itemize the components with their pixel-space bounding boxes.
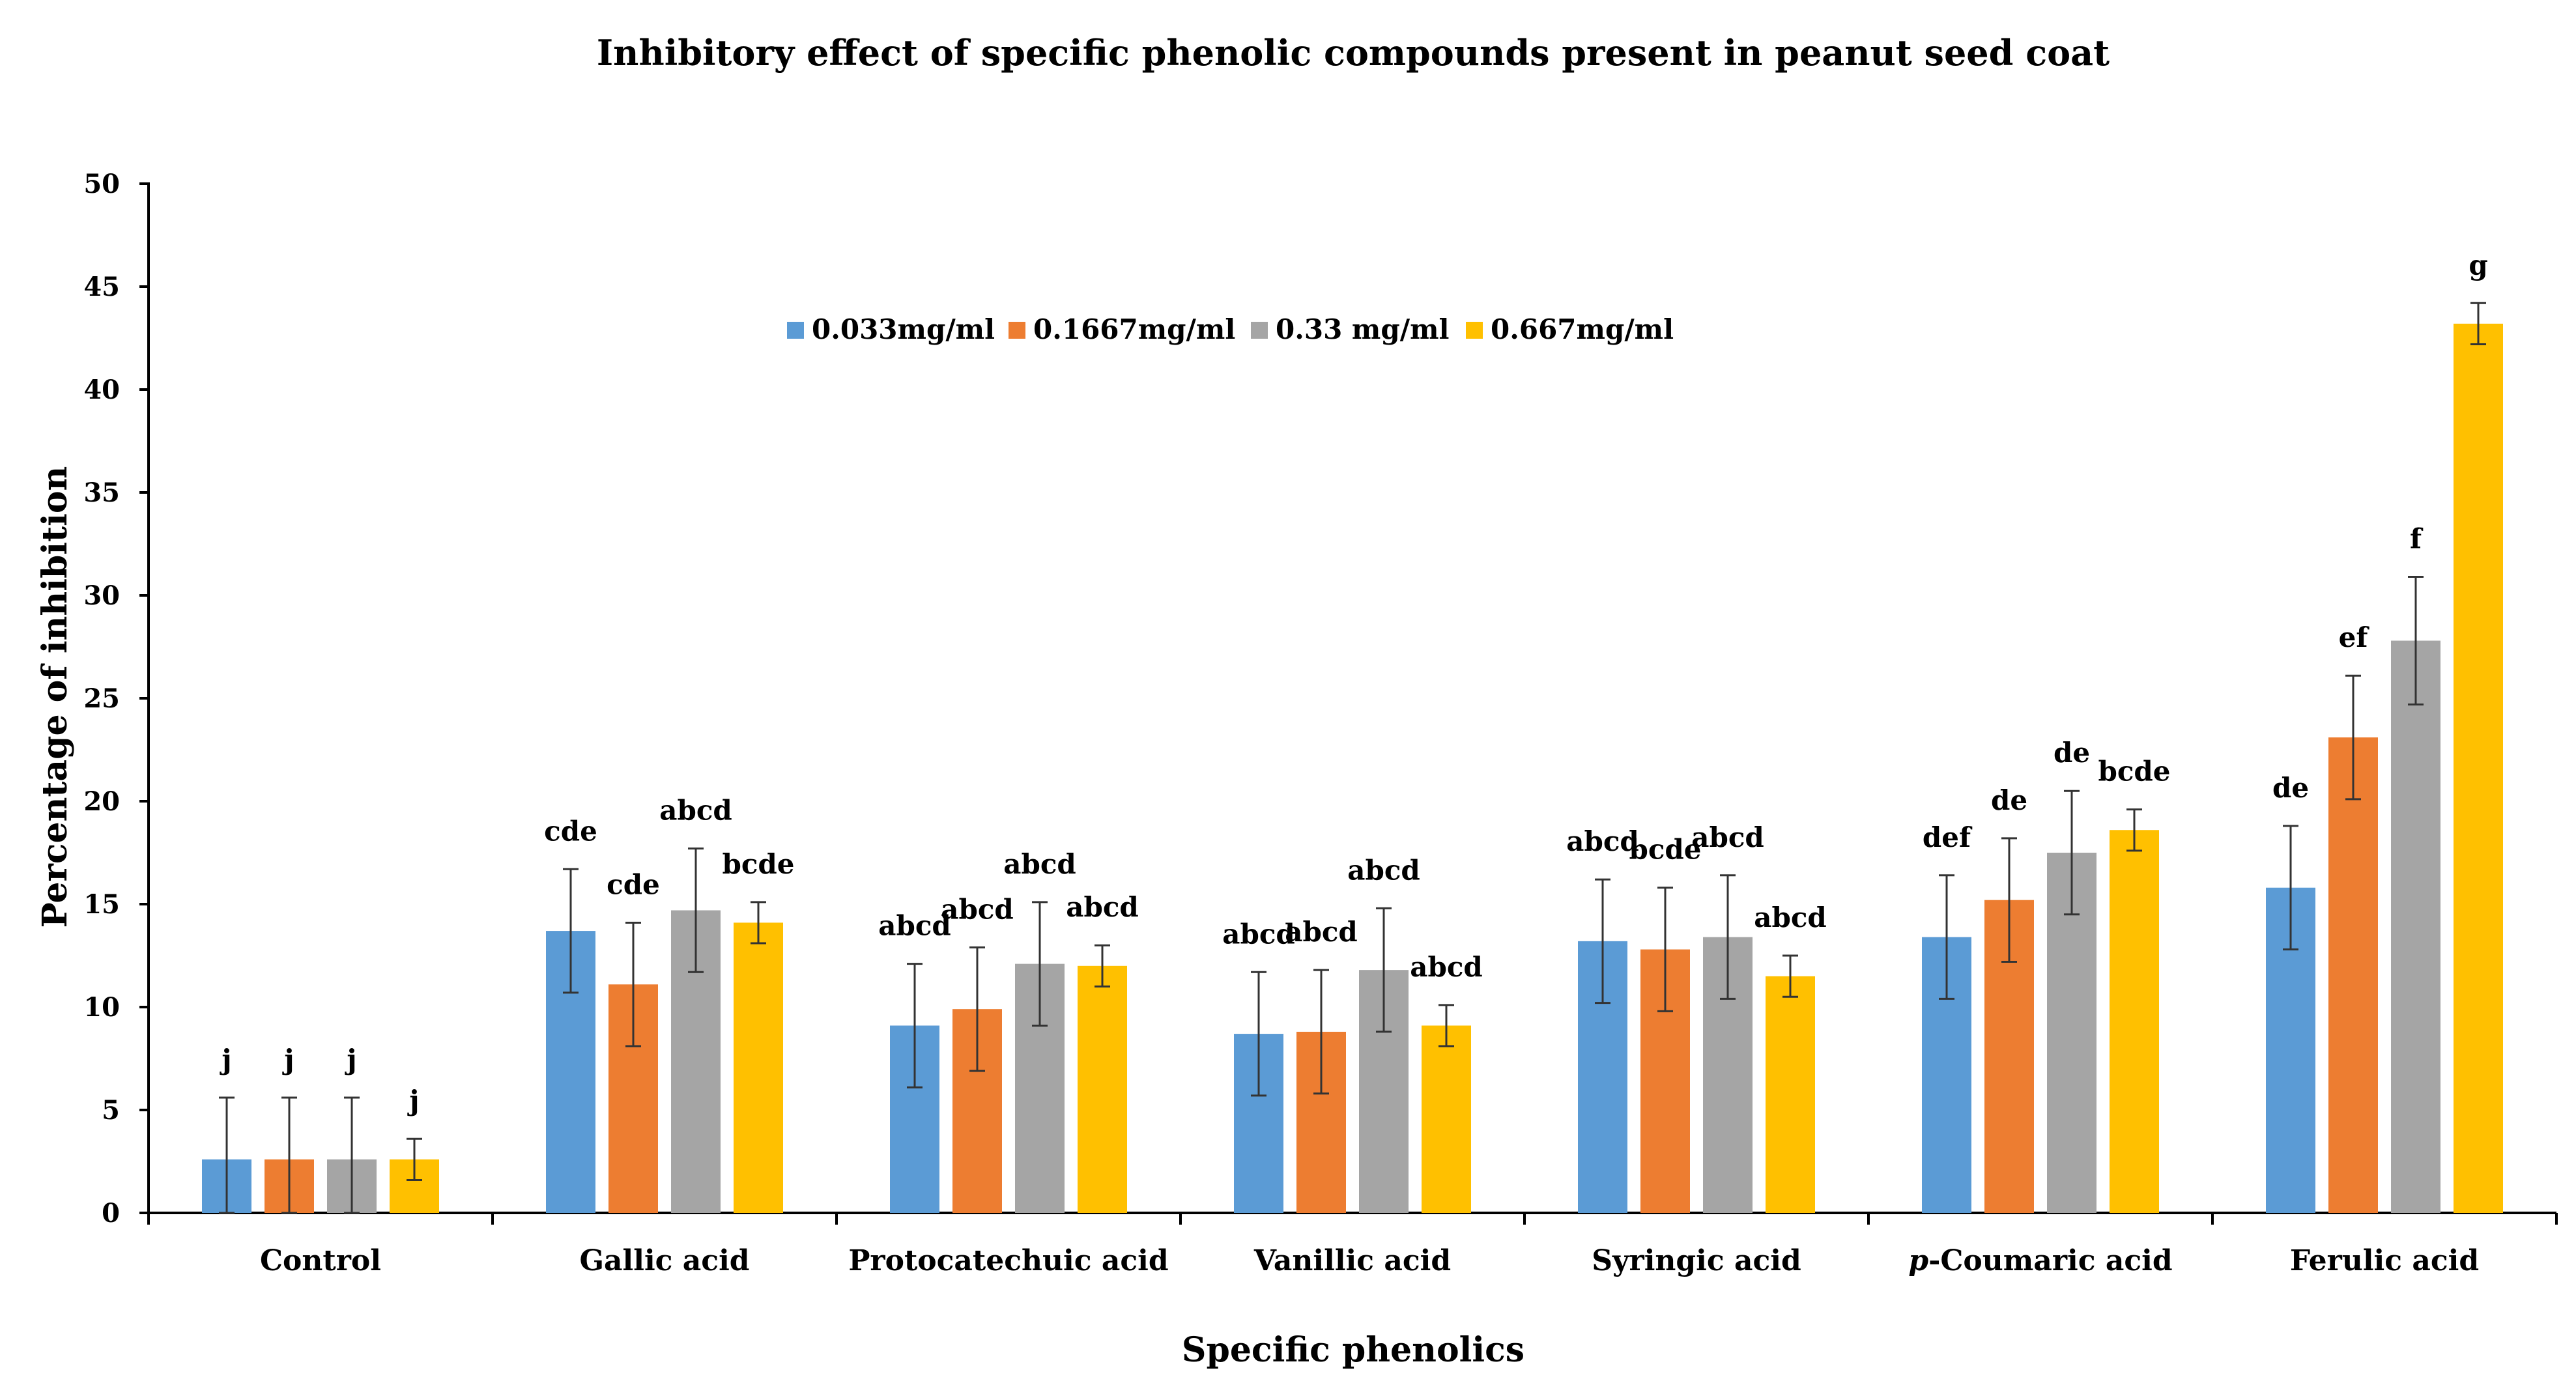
bar [2110, 830, 2159, 1213]
significance-label: ef [2339, 621, 2370, 653]
significance-label: cde [544, 815, 597, 847]
legend-label: 0.667mg/ml [1491, 313, 1674, 345]
significance-label: de [2054, 737, 2090, 769]
significance-label: bcde [1629, 834, 1701, 866]
y-axis-label: Percentage of inhibition [35, 466, 75, 928]
significance-label: abcd [1566, 825, 1639, 857]
bar [1766, 976, 1815, 1213]
legend-label: 0.1667mg/ml [1033, 313, 1235, 345]
bar [734, 922, 783, 1213]
y-tick-label: 0 [102, 1198, 120, 1229]
chart-title: Inhibitory effect of specific phenolic c… [597, 32, 2110, 74]
y-tick-label: 50 [83, 169, 120, 199]
category-label: p-Coumaric acid [1908, 1244, 2172, 1277]
y-tick-label: 15 [83, 889, 120, 920]
x-axis-label: Specific phenolics [1182, 1330, 1524, 1370]
y-tick-label: 10 [83, 992, 120, 1023]
y-tick-label: 40 [83, 375, 120, 405]
y-tick-label: 25 [83, 683, 120, 714]
y-tick-label: 35 [83, 477, 120, 508]
significance-label: j [281, 1044, 294, 1075]
significance-label: abcd [1754, 902, 1827, 933]
legend-label: 0.033mg/ml [812, 313, 995, 345]
category-label: Control [260, 1244, 381, 1277]
significance-label: abcd [1691, 821, 1764, 853]
significance-label: abcd [1222, 918, 1295, 950]
y-tick-label: 45 [83, 272, 120, 302]
significance-label: abcd [659, 795, 732, 827]
legend-swatch [1466, 322, 1483, 339]
significance-label: abcd [878, 910, 951, 942]
legend-swatch [1009, 322, 1025, 339]
significance-label: de [1991, 784, 2027, 816]
category-label: Vanillic acid [1253, 1244, 1451, 1277]
category-label: Gallic acid [579, 1244, 749, 1277]
significance-label: bcde [722, 848, 794, 880]
bar [1422, 1025, 1471, 1213]
y-tick-label: 5 [102, 1095, 120, 1126]
legend-swatch [787, 322, 804, 339]
significance-label: def [1923, 821, 1973, 853]
legend-swatch [1251, 322, 1268, 339]
significance-label: g [2469, 249, 2487, 281]
category-label: Protocatechuic acid [848, 1244, 1168, 1277]
axes-group: 0 5 10 15 20 25 30 35 40 45 50 Control Gallic acid Pr… [83, 169, 2558, 1277]
bar [2391, 640, 2440, 1213]
significance-label: j [219, 1044, 231, 1075]
y-tick-label: 20 [83, 786, 120, 817]
significance-label: abcd [1003, 848, 1076, 880]
significance-label: abcd [1347, 854, 1420, 886]
category-label: Syringic acid [1592, 1244, 1801, 1277]
bar [2454, 323, 2503, 1213]
significance-label: abcd [941, 893, 1014, 925]
significance-label: abcd [1066, 891, 1139, 923]
legend-label: 0.33 mg/ml [1276, 313, 1449, 345]
significance-label: j [344, 1044, 356, 1075]
significance-label: abcd [1410, 951, 1483, 983]
category-label: Ferulic acid [2290, 1244, 2479, 1277]
significance-label: bcde [2098, 756, 2170, 788]
significance-label: f [2410, 523, 2424, 555]
legend: 0.033mg/ml 0.1667mg/ml 0.33 mg/ml 0.667mg/m… [787, 313, 1674, 345]
significance-label: de [2272, 772, 2309, 804]
y-tick-label: 30 [83, 580, 120, 611]
significance-label: j [407, 1085, 419, 1117]
significance-label: abcd [1285, 916, 1358, 948]
significance-label: cde [607, 868, 660, 900]
bar [2328, 737, 2378, 1213]
bar [1078, 965, 1127, 1213]
